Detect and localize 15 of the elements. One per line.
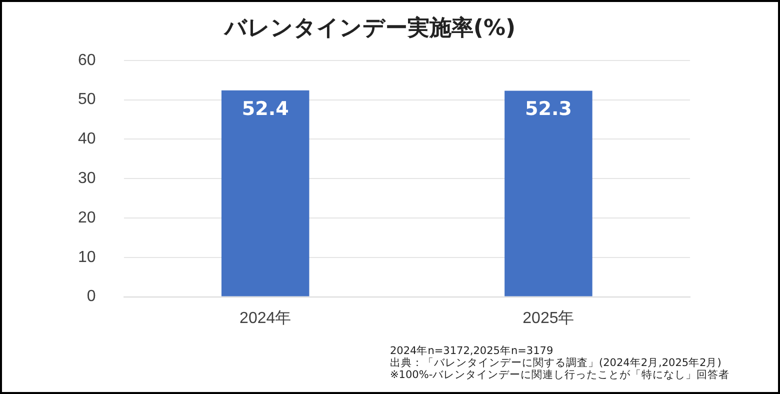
y-tick-label: 40 (78, 130, 96, 148)
source-note: 出典：「バレンタインデーに関する調査」(2024年2月,2025年2月) (390, 357, 722, 369)
y-tick-label: 20 (78, 209, 96, 226)
text: 2024年n=3172,2025年n=3179 (390, 345, 554, 357)
data-label: 52.3 (525, 98, 572, 120)
y-tick-label: 30 (78, 170, 96, 188)
data-label: 52.4 (242, 98, 289, 120)
chart-title: バレンタインデー実施率(%) (222, 14, 516, 41)
text: ※100%-バレンタインデーに関連し行ったことが「特になし」回答者 (390, 369, 730, 381)
x-tick-label: 2024年 (240, 310, 292, 327)
x-tick-label: 2025年 (522, 310, 574, 327)
y-tick-label: 0 (86, 288, 96, 306)
y-tick-label: 10 (78, 248, 96, 266)
y-tick-label: 50 (78, 91, 96, 108)
y-tick-label: 60 (78, 52, 96, 69)
